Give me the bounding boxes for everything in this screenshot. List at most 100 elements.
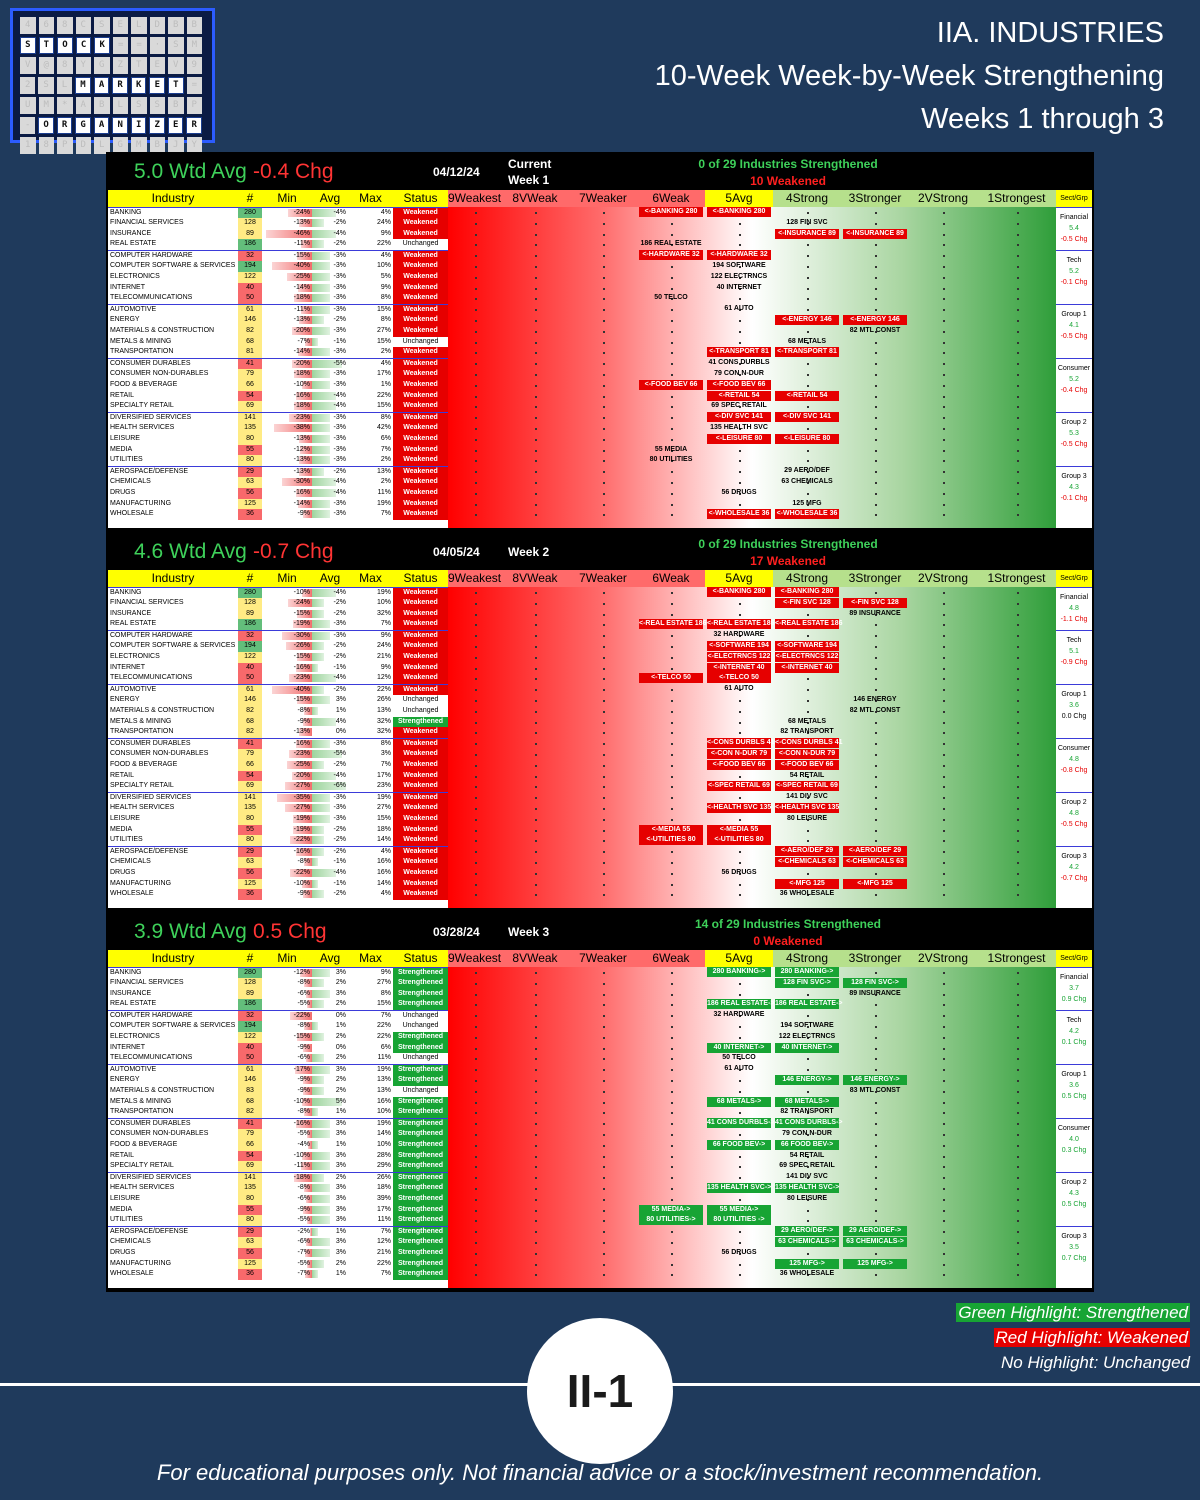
grid-dot	[603, 266, 605, 268]
min-cell: -16%	[262, 739, 312, 749]
avg-bar	[312, 1259, 324, 1268]
table-row: DRUGS 56 -7% 3% 21% Strengthened	[108, 1247, 448, 1259]
avg-value: 2%	[335, 978, 346, 986]
industry-count: 41	[238, 739, 262, 749]
sector-value: 4.0	[1069, 1136, 1079, 1144]
industry-count: 89	[238, 228, 262, 240]
min-bar	[286, 641, 312, 650]
min-bar	[292, 360, 312, 369]
grid-dot	[1016, 1015, 1019, 1018]
status-cell: Unchanged	[393, 694, 448, 706]
grid-dot	[603, 1177, 605, 1180]
column-level: 4Strong	[773, 950, 841, 967]
max-value: 11%	[377, 1216, 392, 1224]
industry-position-tag: <-BANKING 280	[707, 587, 771, 597]
strength-grid: 280 BANKING-> 280 BANKING-> 128 FIN SVC-> 1…	[448, 967, 1056, 1289]
industry-position-tag: 66 FOOD BEV->	[707, 1139, 771, 1150]
grid-dot	[1016, 872, 1019, 875]
grid-dot	[1016, 1198, 1019, 1201]
grid-dot	[875, 667, 877, 670]
status-cell: Strengthened	[393, 1042, 448, 1054]
industry-name: BANKING	[110, 589, 142, 596]
industry-count: 54	[238, 770, 262, 782]
max-value: 22%	[376, 686, 391, 694]
industry-count: 29	[238, 1227, 262, 1237]
industry-position-tag: 36 WHOLESALE	[779, 1270, 835, 1278]
max-value: 19%	[376, 794, 391, 802]
avg-value: 3%	[335, 1129, 346, 1137]
industry-name: METALS & MINING	[110, 337, 172, 345]
sector-label: Group 3	[1061, 853, 1087, 861]
avg-value: 3%	[335, 1151, 346, 1159]
grid-dot	[1016, 894, 1019, 897]
table-row: CONSUMER DURABLES 41 -16% -3% 8% Weakened	[108, 738, 448, 749]
sector-block: Group 3 4.3 -0.1 Chg	[1056, 466, 1092, 520]
grid-dot	[943, 503, 945, 506]
avg-value: -4%	[333, 402, 346, 410]
industry-count: 125	[238, 1258, 262, 1270]
min-cell: -35%	[262, 793, 312, 803]
grid-dot	[875, 1004, 877, 1007]
avg-cell: 5%	[312, 1097, 348, 1108]
industry-name: DRUGS	[110, 868, 136, 876]
min-bar	[305, 337, 312, 346]
grid-dot	[535, 320, 537, 322]
avg-cell: -2%	[312, 218, 348, 229]
industry-position-tag: <-INSURANCE 89	[775, 228, 839, 239]
grid-dot	[671, 341, 673, 344]
avg-cell: 0%	[312, 727, 348, 738]
grid-dot	[535, 1015, 537, 1018]
grid-dot	[671, 428, 673, 430]
industry-count: 63	[238, 1236, 262, 1248]
industry-position-tag: <-BANKING 280	[775, 587, 839, 597]
status-cell: Weakened	[393, 271, 448, 283]
grid-dot	[474, 710, 477, 713]
status-cell: Weakened	[393, 802, 448, 814]
grid-dot	[474, 1015, 477, 1018]
sector-block: Group 3 4.2 -0.7 Chg	[1056, 846, 1092, 900]
max-value: 19%	[376, 1120, 391, 1128]
avg-value: -3%	[333, 814, 346, 822]
grid-dot	[535, 808, 537, 810]
industry-position-tag: 141 DIV SVC	[786, 793, 828, 801]
grid-dot	[671, 320, 673, 322]
avg-value: -4%	[333, 229, 346, 237]
min-cell: -13%	[262, 218, 312, 229]
min-cell: -8%	[262, 1107, 312, 1118]
grid-dot	[474, 276, 477, 279]
min-cell: -5%	[262, 1129, 312, 1140]
column-level: 5Avg	[705, 570, 773, 587]
grid-dot	[943, 982, 945, 985]
grid-dot	[535, 754, 537, 756]
industry-name: AEROSPACE/DEFENSE	[110, 468, 189, 476]
industry-name: DRUGS	[110, 488, 136, 496]
table-row: COMPUTER HARDWARE 32 -22% 0% 7% Unchanged	[108, 1010, 448, 1021]
weighted-change: -0.7 Chg	[253, 540, 334, 563]
status-cell: Weakened	[393, 835, 448, 847]
min-bar	[294, 1174, 312, 1183]
grid-dot	[671, 1058, 673, 1061]
avg-cell: 2%	[312, 978, 348, 989]
avg-value: -3%	[333, 326, 346, 334]
grid-dot	[739, 818, 741, 821]
grid-dot	[875, 754, 877, 756]
table-row: CONSUMER NON-DURABLES 79 -18% -3% 17% Weakene…	[108, 368, 448, 380]
grid-dot	[535, 471, 537, 474]
grid-dot	[943, 287, 945, 290]
min-value: -18%	[293, 1174, 310, 1182]
industry-name: WHOLESALE	[110, 1270, 154, 1278]
grid-dot	[943, 1134, 945, 1136]
status-cell: Weakened	[393, 727, 448, 739]
week-date: 04/12/24	[433, 165, 480, 179]
min-cell: -14%	[262, 283, 312, 294]
grid-dot	[671, 754, 673, 756]
industry-count: 81	[238, 347, 262, 359]
industry-name: METALS & MINING	[110, 717, 172, 725]
avg-cell: 3%	[312, 1237, 348, 1248]
grid-dot	[875, 1209, 877, 1212]
grid-dot	[739, 492, 741, 495]
min-bar	[293, 814, 312, 823]
avg-cell: 3%	[312, 1119, 348, 1129]
avg-bar	[312, 663, 318, 672]
